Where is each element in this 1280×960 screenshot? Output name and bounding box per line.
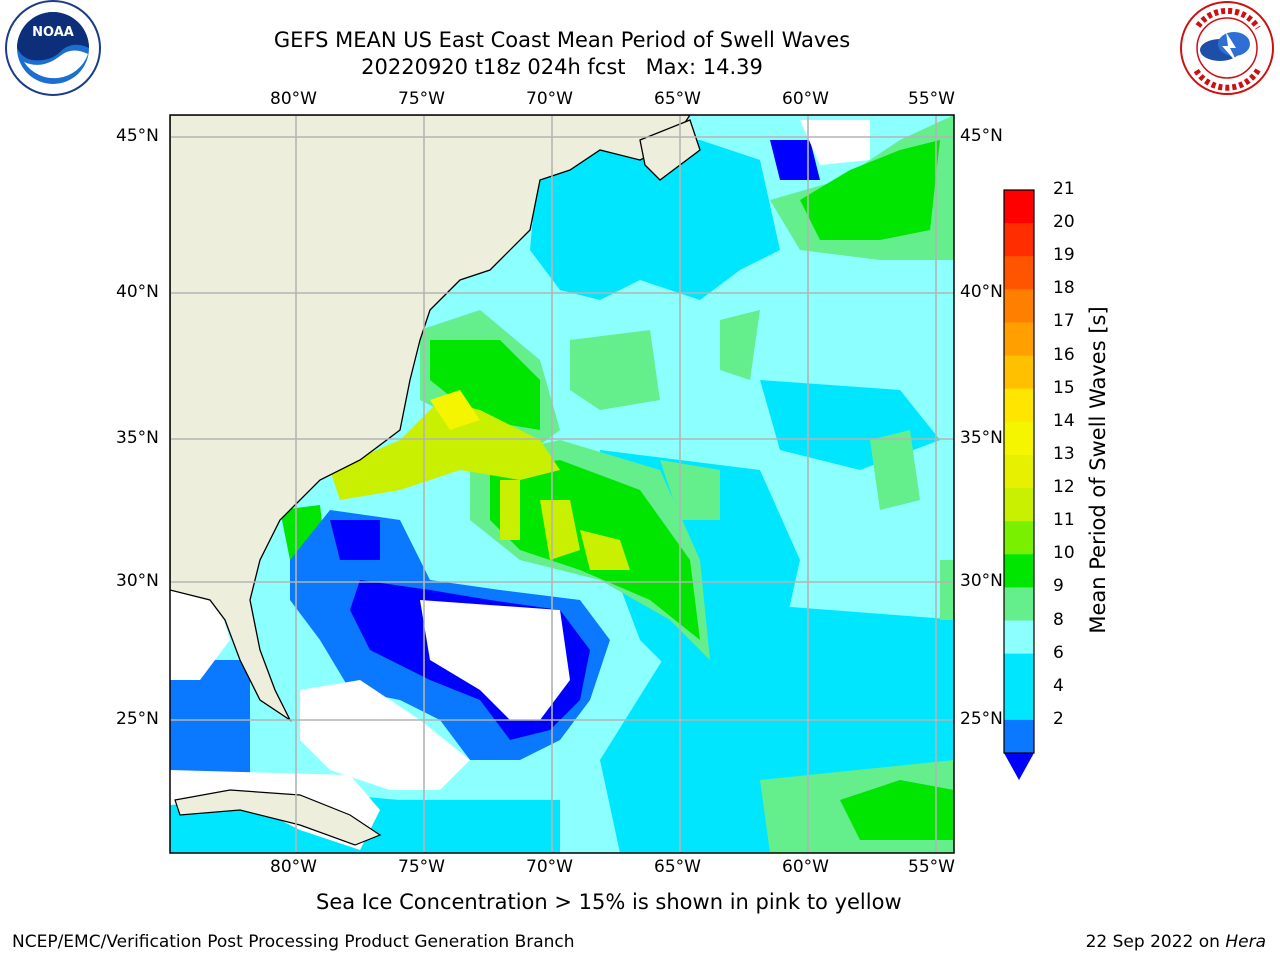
colorbar-tick-label: 19: [1053, 245, 1075, 266]
colorbar-cell: [1004, 653, 1034, 688]
colorbar-tick-label: 20: [1053, 212, 1075, 233]
yellowgreen-region: [580, 530, 630, 570]
colorbar-tick-label: 11: [1053, 510, 1075, 531]
colorbar: [1003, 189, 1035, 780]
colorbar-extend-triangle: [1004, 753, 1034, 780]
cuba-landmass: [174, 789, 382, 846]
lon-label-top: 70°W: [526, 89, 573, 109]
lon-label-top: 60°W: [782, 89, 829, 109]
lon-label-top: 75°W: [398, 89, 445, 109]
colorbar-tick-label: 15: [1053, 377, 1075, 398]
lat-label-right: 40°N: [960, 282, 1003, 302]
yellowgreen-region: [540, 500, 580, 560]
lightgreen-region: [940, 560, 954, 620]
colorbar-cell: [1004, 223, 1034, 257]
lightgreen-region: [660, 460, 720, 520]
lon-label-bottom: 70°W: [526, 857, 573, 877]
colorbar-cell: [1004, 521, 1034, 555]
lat-label-left: 25°N: [116, 709, 159, 729]
colorbar-tick-label: 14: [1053, 410, 1075, 431]
lat-label-left: 40°N: [116, 282, 159, 302]
sea-ice-note: Sea Ice Concentration > 15% is shown in …: [316, 890, 902, 914]
lat-label-right: 45°N: [960, 126, 1003, 146]
no-data-area: [170, 590, 230, 680]
chart-title-line1: GEFS MEAN US East Coast Mean Period of S…: [273, 28, 851, 52]
no-data-area: [800, 120, 870, 165]
colorbar-tick-label: 16: [1053, 344, 1075, 365]
footer-right: 22 Sep 2022 on Hera: [1086, 932, 1266, 952]
colorbar-tick-label: 17: [1053, 311, 1075, 332]
lightgreen-region: [720, 310, 760, 380]
yellow-max-region: [430, 390, 480, 430]
footer-date: 22 Sep 2022 on: [1085, 932, 1226, 952]
colorbar-cell: [1004, 454, 1034, 489]
green-region: [430, 340, 540, 430]
lon-label-bottom: 55°W: [908, 857, 955, 877]
colorbar-tick-label: 13: [1053, 443, 1075, 464]
map-fields: [170, 115, 954, 853]
green-region: [840, 780, 954, 840]
footer-left: NCEP/EMC/Verification Post Processing Pr…: [12, 932, 575, 952]
lon-label-bottom: 60°W: [782, 857, 829, 877]
colorbar-cell: [1004, 322, 1034, 357]
lon-label-top: 65°W: [654, 89, 701, 109]
noaa-logo-icon: NOAA: [5, 0, 101, 96]
colorbar-cell: [1004, 719, 1034, 754]
yellowgreen-region: [500, 480, 520, 540]
lat-label-right: 30°N: [960, 571, 1003, 591]
no-data-area: [300, 680, 470, 790]
colorbar-label: Mean Period of Swell Waves [s]: [1086, 306, 1110, 634]
colorbar-tick-label: 10: [1053, 543, 1075, 564]
colorbar-cell: [1004, 388, 1034, 423]
lon-label-bottom: 65°W: [654, 857, 701, 877]
lat-label-left: 45°N: [116, 126, 159, 146]
noaa-logo-text: NOAA: [32, 25, 74, 40]
deepblue-region: [330, 520, 380, 560]
colorbar-tick-label: 21: [1053, 179, 1075, 199]
colorbar-tick-label: 8: [1053, 609, 1064, 630]
colorbar-cell: [1004, 686, 1034, 721]
lat-label-right: 25°N: [960, 709, 1003, 729]
no-data-area: [420, 600, 570, 720]
colorbar-tick-label: 18: [1053, 278, 1075, 299]
colorbar-cell: [1004, 554, 1034, 588]
map-frame: [169, 114, 955, 854]
colorbar-cell: [1004, 620, 1034, 655]
colorbar-tick-label: 4: [1053, 675, 1064, 696]
colorbar-frame: [1003, 189, 1035, 754]
lat-label-right: 35°N: [960, 428, 1003, 448]
green-region: [800, 140, 940, 240]
lon-label-top: 55°W: [908, 89, 955, 109]
colorbar-cell: [1004, 190, 1034, 224]
nws-logo-icon: [1180, 1, 1274, 95]
footer-host: Hera: [1225, 932, 1266, 952]
map-gridlines: [170, 115, 954, 853]
lightgreen-region: [870, 430, 920, 510]
cyan-region: [530, 140, 780, 300]
lat-label-left: 30°N: [116, 571, 159, 591]
colorbar-cell: [1004, 587, 1034, 622]
colorbar-tick-label: 2: [1053, 708, 1064, 729]
colorbar-cells: [1004, 190, 1034, 754]
us-landmass: [170, 115, 691, 722]
lon-label-bottom: 75°W: [398, 857, 445, 877]
lon-label-bottom: 80°W: [270, 857, 317, 877]
colorbar-cell: [1004, 421, 1034, 456]
colorbar-cell: [1004, 256, 1034, 290]
yellowgreen-region: [330, 400, 560, 500]
colorbar-tick-label: 9: [1053, 576, 1064, 597]
chart-title-line2: 20220920 t18z 024h fcst Max: 14.39: [361, 55, 763, 79]
lon-label-top: 80°W: [270, 89, 317, 109]
colorbar-tick-label: 12: [1053, 477, 1075, 498]
colorbar-tick-label: 6: [1053, 642, 1064, 663]
lightgreen-region: [570, 330, 660, 410]
colorbar-cell: [1004, 355, 1034, 390]
colorbar-cell: [1004, 488, 1034, 522]
colorbar-cell: [1004, 289, 1034, 323]
lat-label-left: 35°N: [116, 428, 159, 448]
